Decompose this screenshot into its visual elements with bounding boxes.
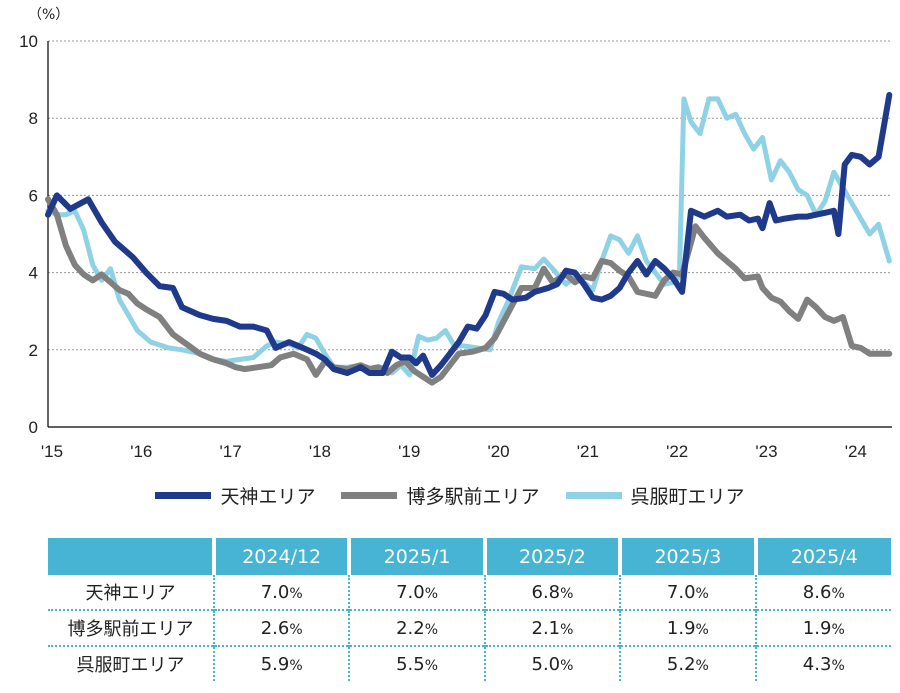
legend-label-gofukumachi: 呉服町エリア [630, 485, 745, 508]
legend-swatch-gofukumachi [565, 491, 622, 499]
cell-unit: % [695, 585, 709, 602]
table-header-row: 2024/12 2025/1 2025/2 2025/3 2025/4 [48, 538, 891, 575]
x-tick-label: '20 [487, 442, 509, 461]
table-header-month: 2025/2 [482, 538, 621, 575]
cell-value: 8.6 [802, 581, 832, 603]
cell-unit: % [424, 585, 439, 602]
table-cell: 5.9% [212, 645, 350, 681]
cell-value: 5.5 [396, 653, 425, 675]
table-row: 呉服町エリア 5.9% 5.5% 5.0% 5.2% 4.3% [48, 645, 891, 681]
table-header-corner [48, 538, 214, 575]
cell-unit: % [831, 621, 845, 638]
legend-item-hakata: 博多駅前エリア [341, 482, 540, 509]
y-tick-label: 2 [29, 341, 38, 360]
x-tick-label: '21 [577, 442, 599, 461]
cell-unit: % [560, 657, 574, 674]
series-lines [45, 92, 893, 386]
cell-value: 2.1 [531, 617, 561, 639]
y-unit-label: （%） [28, 7, 69, 23]
cell-value: 6.8 [531, 581, 561, 603]
cell-unit: % [424, 621, 439, 638]
legend-label-hakata: 博多駅前エリア [406, 485, 540, 508]
x-tick-label: '22 [666, 442, 688, 461]
legend-swatch-hakata [341, 491, 398, 499]
x-axis-ticks: '15 '16 '17 '18 '19 '20 '21 '22 '23 '24 [41, 442, 867, 461]
table-header-month: 2025/1 [347, 538, 485, 575]
table-cell: 7.0% [212, 575, 350, 610]
x-tick-label: '24 [845, 442, 867, 461]
table-cell: 1.9% [619, 609, 756, 646]
y-tick-label: 6 [29, 186, 38, 205]
cell-unit: % [560, 585, 574, 602]
cell-unit: % [289, 657, 303, 674]
cell-value: 7.0 [666, 581, 696, 603]
cell-unit: % [695, 657, 709, 674]
table-cell: 1.9% [754, 609, 891, 646]
cell-value: 2.2 [396, 617, 425, 639]
table-cell: 4.3% [754, 645, 891, 681]
table-header-month: 2024/12 [211, 538, 350, 575]
y-tick-label: 0 [29, 418, 38, 437]
table-cell: 7.0% [619, 575, 756, 610]
cell-value: 1.9 [802, 617, 832, 639]
y-tick-label: 8 [29, 109, 38, 128]
table-header-month: 2025/3 [618, 538, 756, 575]
x-tick-label: '16 [130, 442, 152, 461]
table-header-month: 2025/4 [753, 538, 891, 575]
table-cell: 5.2% [619, 645, 756, 681]
row-label: 博多駅前エリア [48, 609, 214, 646]
table-cell: 2.6% [212, 609, 350, 646]
row-label: 天神エリア [85, 583, 176, 604]
cell-unit: % [424, 657, 439, 674]
legend-label-tenjin: 天神エリア [220, 485, 316, 508]
cell-value: 5.2 [666, 653, 696, 675]
x-tick-label: '15 [41, 442, 63, 461]
table-cell: 7.0% [348, 575, 485, 610]
cell-value: 2.6 [260, 617, 290, 639]
cell-value: 5.9 [260, 653, 290, 675]
table-cell: 5.0% [483, 645, 621, 681]
grid-lines [48, 40, 892, 351]
cell-unit: % [695, 621, 709, 638]
x-tick-label: '18 [309, 442, 331, 461]
y-axis-ticks: 0 2 4 6 8 10 [19, 32, 38, 437]
cell-value: 1.9 [666, 617, 696, 639]
cell-value: 5.0 [531, 653, 561, 675]
cell-value: 7.0 [396, 581, 425, 603]
series-line-tenjin [45, 92, 893, 378]
table-cell: 6.8% [483, 575, 621, 610]
cell-value: 4.3 [802, 653, 832, 675]
table-cell: 2.2% [348, 609, 485, 646]
table-row: 博多駅前エリア 2.6% 2.2% 2.1% 1.9% 1.9% [48, 609, 891, 646]
series-line-hakata [45, 196, 893, 386]
table-cell: 2.1% [483, 609, 621, 646]
legend-item-gofukumachi: 呉服町エリア [565, 482, 745, 509]
table-cell: 8.6% [754, 575, 891, 610]
x-tick-label: '19 [398, 442, 420, 461]
cell-unit: % [289, 585, 303, 602]
x-tick-label: '17 [220, 442, 242, 461]
cell-unit: % [831, 585, 845, 602]
table-cell: 5.5% [348, 645, 485, 681]
cell-unit: % [831, 657, 845, 674]
legend-item-tenjin: 天神エリア [155, 482, 315, 509]
y-tick-label: 4 [29, 264, 38, 283]
vacancy-rate-table: 2024/12 2025/1 2025/2 2025/3 2025/4 天神エリ… [48, 538, 891, 681]
legend-swatch-tenjin [155, 491, 212, 499]
cell-value: 7.0 [260, 581, 290, 603]
y-tick-label: 10 [19, 32, 38, 51]
x-tick-label: '23 [755, 442, 777, 461]
row-label: 呉服町エリア [48, 645, 214, 681]
cell-unit: % [560, 621, 574, 638]
table-row: 天神エリア 7.0% 7.0% 6.8% 7.0% 8.6% [48, 575, 891, 610]
chart-legend: 天神エリア 博多駅前エリア 呉服町エリア [0, 478, 900, 512]
cell-unit: % [289, 621, 303, 638]
